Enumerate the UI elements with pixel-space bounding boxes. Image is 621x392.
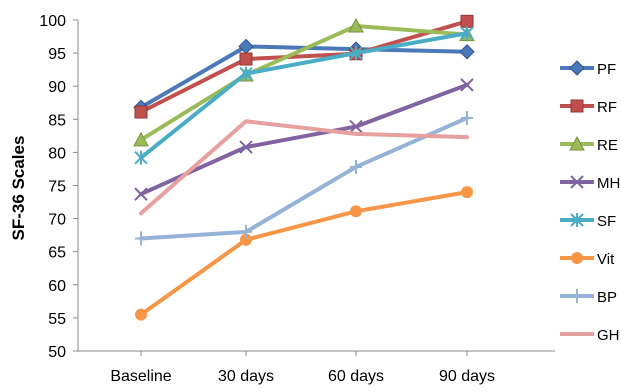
series-line-mh bbox=[139, 82, 469, 197]
legend-item-gh: GH bbox=[560, 327, 620, 344]
data-point-bp bbox=[350, 159, 362, 174]
legend-marker-vit bbox=[571, 252, 583, 264]
data-point-bp bbox=[461, 110, 473, 125]
legend-marker-re bbox=[569, 135, 585, 151]
y-tick-label: 70 bbox=[48, 212, 66, 229]
series-bp bbox=[135, 110, 473, 246]
y-tick-label: 90 bbox=[48, 79, 66, 96]
legend-marker-sf bbox=[570, 213, 584, 227]
data-point-sf bbox=[349, 46, 363, 61]
legend-marker-bp bbox=[571, 289, 583, 303]
data-point-mh bbox=[460, 78, 474, 92]
data-point-vit bbox=[350, 205, 362, 218]
legend-marker-rf bbox=[570, 99, 584, 113]
data-point-rf bbox=[134, 105, 148, 119]
legend-item-vit: Vit bbox=[560, 251, 615, 268]
y-tick-label: 100 bbox=[39, 13, 66, 30]
series-line-gh bbox=[139, 119, 469, 216]
legend-label-rf: RF bbox=[597, 99, 617, 116]
data-point-bp bbox=[240, 224, 252, 239]
y-tick-label: 60 bbox=[48, 278, 66, 295]
x-tick-label: 60 days bbox=[328, 368, 384, 385]
legend-label-mh: MH bbox=[597, 175, 620, 192]
axes: 50 55 60 65 70 75 80 85 90 95 100 Baseline 30 days 60… bbox=[39, 13, 555, 385]
y-tick-label: 85 bbox=[48, 112, 66, 129]
data-point-vit bbox=[135, 308, 147, 321]
legend-item-pf: PF bbox=[560, 60, 616, 78]
legend-marker-pf bbox=[569, 60, 585, 76]
data-point-re bbox=[133, 131, 149, 147]
y-tick-label: 75 bbox=[48, 179, 66, 196]
legend-label-re: RE bbox=[597, 137, 618, 154]
data-point-vit bbox=[240, 233, 252, 246]
data-point-rf bbox=[460, 14, 474, 28]
legend-label-vit: Vit bbox=[597, 251, 615, 268]
legend-label-bp: BP bbox=[597, 289, 617, 306]
legend-item-re: RE bbox=[560, 135, 618, 154]
legend-label-gh: GH bbox=[597, 327, 620, 344]
legend-label-sf: SF bbox=[597, 213, 616, 230]
legend-item-sf: SF bbox=[560, 213, 616, 230]
legend-item-mh: MH bbox=[560, 175, 620, 192]
y-tick-label: 50 bbox=[48, 344, 66, 361]
series-vit bbox=[135, 186, 473, 321]
legend-item-bp: BP bbox=[560, 289, 617, 306]
data-point-sf bbox=[134, 150, 148, 165]
series-line-pf bbox=[139, 44, 469, 110]
x-tick-label: Baseline bbox=[110, 368, 171, 385]
y-tick-label: 55 bbox=[48, 311, 66, 328]
data-point-mh bbox=[134, 187, 148, 201]
y-tick-label: 95 bbox=[48, 46, 66, 63]
data-point-sf bbox=[460, 26, 474, 41]
data-point-sf bbox=[239, 66, 253, 81]
series-gh bbox=[139, 119, 469, 216]
series-line-re bbox=[139, 23, 469, 142]
data-point-re bbox=[348, 17, 364, 33]
legend-item-rf: RF bbox=[560, 99, 617, 116]
y-tick-label: 65 bbox=[48, 245, 66, 262]
series-sf bbox=[134, 26, 474, 165]
legend: PF RF RE MH SF Vit BP GH bbox=[560, 60, 620, 344]
series-mh bbox=[134, 78, 474, 201]
x-tick-label: 90 days bbox=[439, 368, 495, 385]
data-point-rf bbox=[239, 52, 253, 66]
data-point-mh bbox=[239, 140, 253, 154]
series-line-sf bbox=[139, 31, 469, 160]
legend-label-pf: PF bbox=[597, 61, 616, 78]
data-point-vit bbox=[461, 186, 473, 199]
series-line-rf bbox=[139, 19, 469, 115]
series-line-vit bbox=[139, 190, 469, 317]
series-line-bp bbox=[139, 115, 469, 241]
data-point-mh bbox=[349, 119, 363, 134]
y-axis-label: SF-36 Scales bbox=[9, 136, 28, 241]
y-tick-label: 80 bbox=[48, 145, 66, 162]
series-group bbox=[133, 14, 475, 321]
x-tick-label: 30 days bbox=[218, 368, 274, 385]
legend-marker-mh bbox=[570, 175, 584, 189]
data-point-bp bbox=[135, 231, 147, 246]
data-point-pf bbox=[459, 44, 475, 60]
